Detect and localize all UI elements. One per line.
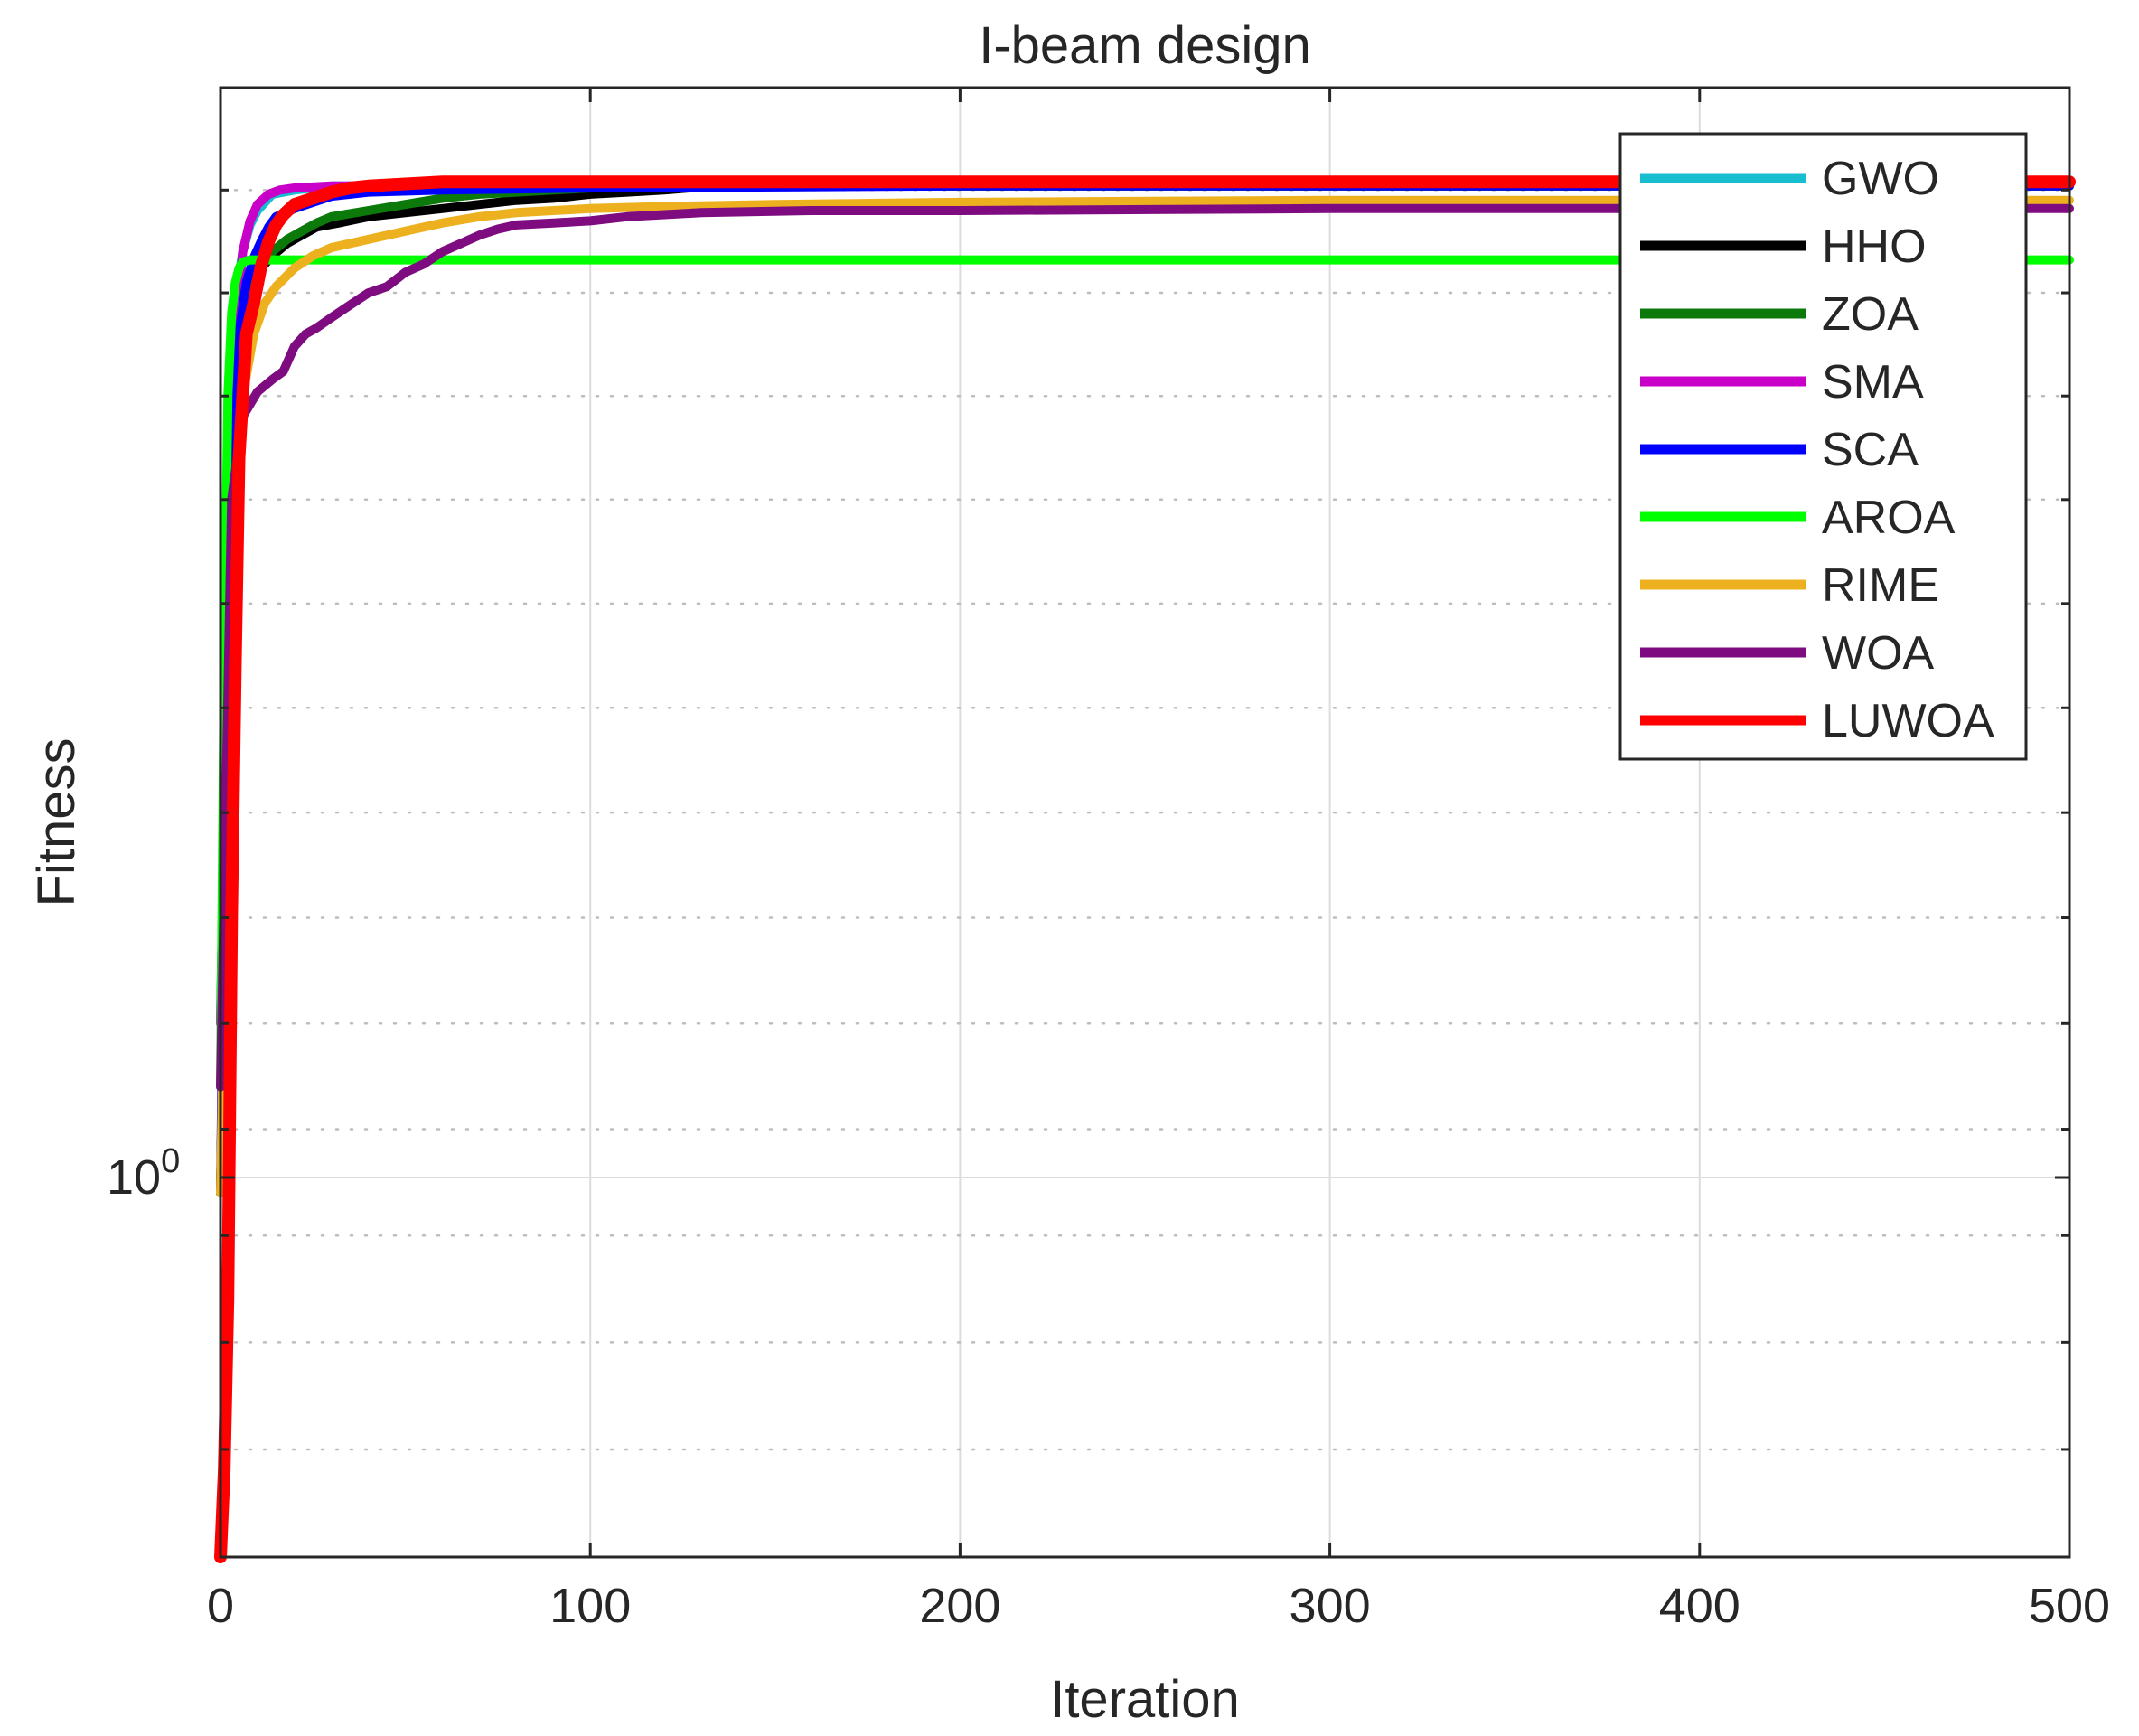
x-tick-label: 200 bbox=[919, 1579, 1000, 1633]
series-lines bbox=[214, 175, 2076, 1563]
series-line-woa bbox=[216, 203, 2074, 1092]
x-tick-label: 400 bbox=[1659, 1579, 1740, 1633]
grid bbox=[219, 88, 2071, 1557]
x-tick-label: 500 bbox=[2029, 1579, 2110, 1633]
y-tick-label-base: 10 bbox=[107, 1150, 161, 1205]
legend-label-aroa: AROA bbox=[1822, 492, 1956, 544]
legend-label-gwo: GWO bbox=[1822, 153, 1939, 205]
legend-label-sma: SMA bbox=[1822, 356, 1924, 408]
x-tick-label: 300 bbox=[1290, 1579, 1371, 1633]
legend-label-woa: WOA bbox=[1822, 627, 1935, 680]
y-axis-label: Fitness bbox=[27, 738, 86, 907]
series-line-rime bbox=[216, 195, 2074, 1198]
legend-label-sca: SCA bbox=[1822, 424, 1919, 476]
legend: GWO HHO ZOA SMA SCA AROA RIME WOA LUWOA bbox=[1618, 132, 2028, 761]
y-tick-label: 100 bbox=[107, 1142, 180, 1205]
x-tick-label: 100 bbox=[549, 1579, 631, 1633]
series-line-aroa bbox=[216, 255, 2074, 1092]
plot-frame bbox=[219, 86, 2071, 1559]
legend-label-zoa: ZOA bbox=[1822, 288, 1919, 341]
legend-label-hho: HHO bbox=[1822, 221, 1927, 273]
y-tick-label-exponent: 0 bbox=[161, 1142, 180, 1180]
series-line-luwoa bbox=[214, 175, 2076, 1563]
legend-label-rime: RIME bbox=[1822, 559, 1939, 612]
x-tick-label: 0 bbox=[207, 1579, 234, 1633]
chart-title: I-beam design bbox=[979, 16, 1311, 75]
legend-label-luwoa: LUWOA bbox=[1822, 695, 1994, 747]
x-axis-label: Iteration bbox=[1050, 1670, 1240, 1729]
